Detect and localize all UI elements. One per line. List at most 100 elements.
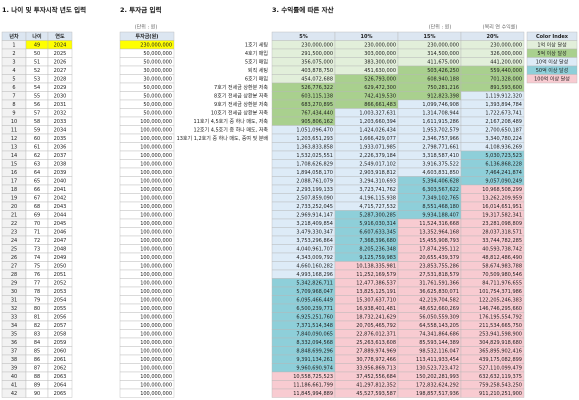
asset-cell: 866,661,483 [364, 102, 396, 108]
table-cell: 63 [34, 162, 40, 168]
table-cell: 29 [11, 281, 17, 287]
asset-cell: 527,110,099,479 [479, 366, 522, 372]
asset-cell: 1,722,673,741 [485, 111, 522, 117]
asset-cell: 3,294,310,693 [359, 179, 396, 185]
table-cell: 2024 [54, 43, 67, 49]
asset-cell: 603,115,138 [301, 94, 333, 100]
table-cell: 37 [11, 349, 17, 355]
table-cell: 2052 [54, 281, 67, 287]
table-cell: 2050 [54, 264, 67, 270]
table-cell: 10 [11, 119, 17, 125]
table-cell: 60 [34, 136, 40, 142]
invest-cell: 100,000,000 [140, 357, 172, 363]
note: 5호기 매입 [245, 59, 268, 66]
table-cell: 2030 [54, 94, 67, 100]
table-cell: 42 [11, 391, 17, 397]
table-cell: 76 [34, 272, 40, 278]
table-cell: 2035 [54, 136, 67, 142]
asset-cell: 2,903,918,812 [359, 170, 396, 176]
table-cell: 20 [11, 204, 17, 210]
asset-cell: 56,050,559,309 [419, 315, 459, 321]
table-cell: 64 [34, 170, 40, 176]
note: 13호기 1,2호기 중 하나 매도, 증여 및 분배 [177, 135, 269, 142]
table-cell: 2033 [54, 119, 67, 125]
invest-cell: 30,000,000 [143, 68, 172, 74]
unit-label: (단위 : 원) [429, 24, 452, 31]
table-cell: 9 [12, 111, 15, 117]
asset-cell: 31,761,591,366 [419, 281, 459, 287]
asset-cell: 1,666,429,077 [359, 136, 396, 142]
table-cell: 2031 [54, 102, 67, 108]
table-cell: 2039 [54, 170, 67, 176]
asset-cell: 6,500,239,771 [296, 306, 333, 312]
invest-cell: 100,000,000 [140, 247, 172, 253]
asset-cell: 23,853,755,286 [419, 264, 459, 270]
asset-cell: 58,674,983,788 [482, 264, 522, 270]
asset-cell: 36,625,830,071 [419, 289, 459, 295]
asset-cell: 1,424,026,434 [359, 128, 396, 134]
asset-cell: 5,030,723,523 [485, 153, 522, 159]
asset-cell: 912,823,398 [427, 94, 459, 100]
asset-cell: 12,477,386,537 [356, 281, 396, 287]
asset-cell: 15,455,908,793 [419, 238, 459, 244]
column-header: 나이 [32, 33, 42, 40]
table-cell: 18 [11, 187, 17, 193]
table-cell: 79 [34, 298, 40, 304]
table-cell: 72 [34, 238, 40, 244]
table-cell: 2065 [54, 391, 67, 397]
asset-cell: 3,318,587,410 [422, 153, 459, 159]
asset-cell: 683,270,895 [301, 102, 333, 108]
table-cell: 51 [34, 60, 40, 66]
asset-cell: 3,479,330,347 [296, 230, 333, 236]
cell [526, 74, 578, 84]
asset-cell: 9,391,134,261 [296, 357, 333, 363]
table-cell: 2059 [54, 340, 67, 346]
asset-cell: 291,500,000 [301, 51, 333, 57]
table-cell: 19 [11, 196, 17, 202]
table-cell: 78 [34, 289, 40, 295]
table-cell: 81 [34, 315, 40, 321]
asset-cell: 5,287,300,285 [359, 213, 396, 219]
asset-cell: 629,472,300 [364, 85, 396, 91]
table-cell: 2032 [54, 111, 67, 117]
asset-cell: 20,655,439,379 [419, 255, 459, 261]
table-cell: 2 [12, 51, 15, 57]
asset-cell: 1,314,708,944 [422, 111, 459, 117]
legend-entry: 10억 이상 달성 [536, 59, 569, 66]
invest-cell: 100,000,000 [140, 281, 172, 287]
asset-cell: 74,341,864,686 [419, 332, 459, 338]
asset-cell: 13,825,125,191 [356, 289, 396, 295]
table-cell: 2037 [54, 153, 67, 159]
table-cell: 2043 [54, 204, 67, 210]
invest-cell: 100,000,000 [140, 230, 172, 236]
table-cell: 2047 [54, 238, 67, 244]
asset-cell: 3,753,296,864 [296, 238, 333, 244]
table-cell: 35 [11, 332, 17, 338]
asset-cell: 122,205,246,383 [479, 298, 522, 304]
invest-cell: 100,000,000 [140, 162, 172, 168]
asset-cell: 10,558,725,523 [293, 374, 333, 380]
asset-cell: 3,723,741,762 [359, 187, 396, 193]
invest-cell: 100,000,000 [140, 374, 172, 380]
rate-note: (복리 연 수익률) [483, 24, 518, 31]
invest-cell: 100,000,000 [140, 306, 172, 312]
invest-cell: 100,000,000 [140, 213, 172, 219]
asset-cell: 632,632,119,375 [479, 374, 522, 380]
table-cell: 82 [34, 323, 40, 329]
asset-cell: 172,832,624,292 [416, 383, 459, 389]
asset-cell: 503,426,250 [427, 68, 459, 74]
table-cell: 90 [34, 391, 40, 397]
asset-cell: 5,342,826,711 [296, 281, 333, 287]
asset-cell: 22,876,012,371 [356, 332, 396, 338]
asset-cell: 326,000,000 [490, 51, 522, 57]
table-cell: 7 [12, 94, 15, 100]
table-cell: 65 [34, 179, 40, 185]
asset-cell: 9,960,690,974 [296, 366, 333, 372]
asset-cell: 84,711,976,655 [482, 281, 522, 287]
table-cell: 2064 [54, 383, 67, 389]
asset-cell: 11,186,661,799 [293, 383, 333, 389]
asset-cell: 2,507,859,090 [296, 196, 333, 202]
invest-cell: 100,000,000 [140, 383, 172, 389]
